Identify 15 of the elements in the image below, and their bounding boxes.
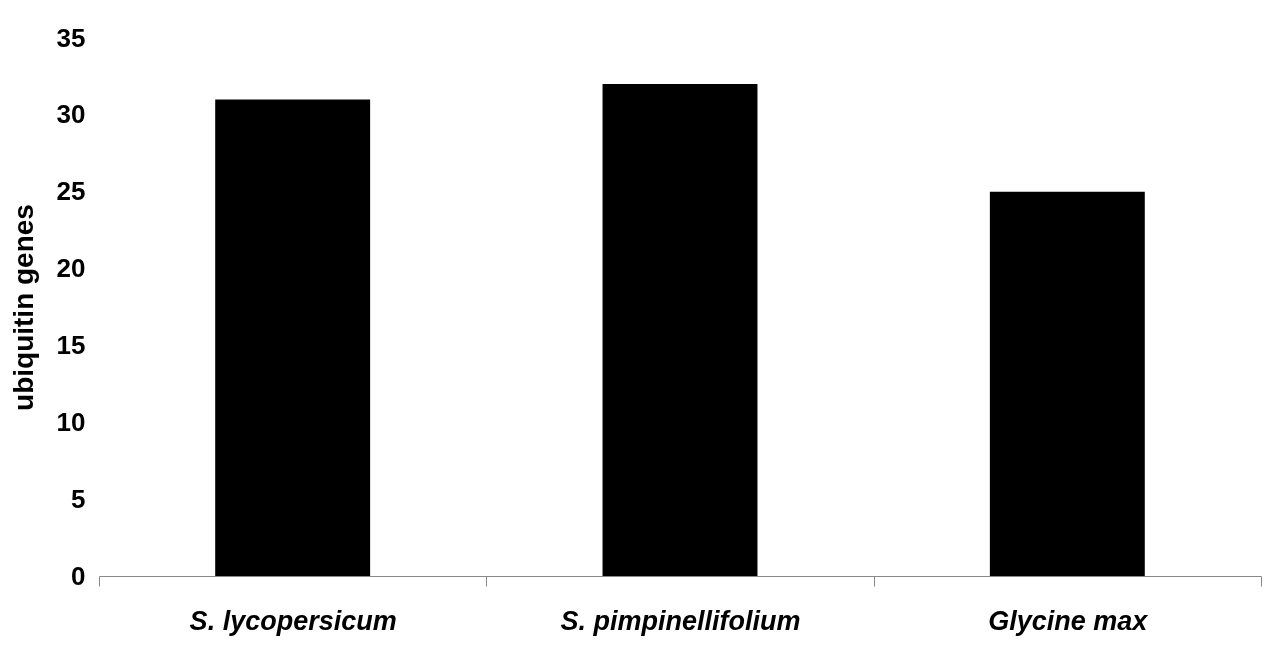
bar	[602, 84, 758, 576]
x-tick-label: S. lycopersicum	[189, 605, 397, 636]
y-tick-label: 5	[71, 483, 86, 514]
x-tick-label: S. pimpinellifolium	[560, 605, 801, 636]
y-axis-title: ubiquitin genes	[7, 204, 39, 411]
bar	[215, 99, 371, 576]
y-tick-label: 20	[56, 253, 86, 284]
y-tick-label: 35	[56, 22, 86, 53]
y-tick-label: 10	[56, 406, 86, 437]
y-tick-label: 30	[56, 99, 86, 130]
x-tick-label: Glycine max	[988, 605, 1149, 636]
y-tick-label: 25	[56, 176, 86, 207]
bar	[989, 191, 1145, 576]
y-tick-label: 0	[71, 560, 86, 591]
y-tick-label: 15	[56, 329, 86, 360]
